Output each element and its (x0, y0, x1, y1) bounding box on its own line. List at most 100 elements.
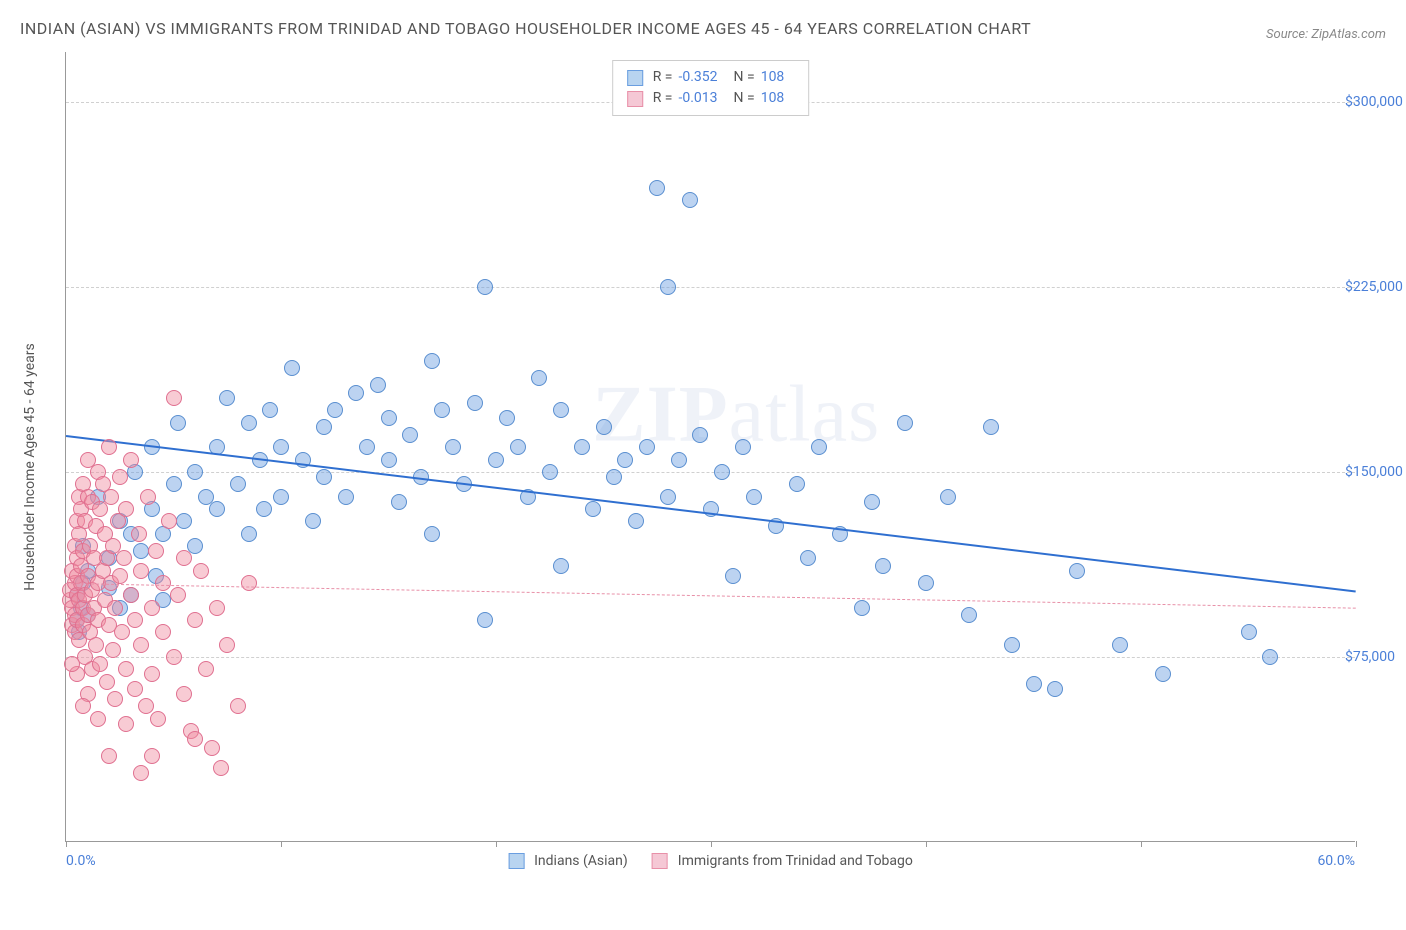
scatter-point (510, 439, 526, 455)
scatter-point (918, 575, 934, 591)
scatter-point (90, 711, 106, 727)
scatter-point (467, 395, 483, 411)
y-tick-label: $75,000 (1345, 649, 1406, 665)
scatter-point (241, 415, 257, 431)
n-value-1: 108 (761, 88, 785, 109)
scatter-point (983, 419, 999, 435)
scatter-point (273, 489, 289, 505)
scatter-point (1047, 681, 1063, 697)
scatter-point (273, 439, 289, 455)
scatter-point (144, 600, 160, 616)
scatter-point (219, 390, 235, 406)
legend-label-0: Indians (Asian) (534, 853, 628, 869)
scatter-point (107, 691, 123, 707)
scatter-point (262, 402, 278, 418)
scatter-point (746, 489, 762, 505)
scatter-point (660, 489, 676, 505)
x-tick (1356, 841, 1357, 847)
r-label: R = (653, 67, 673, 88)
scatter-point (725, 568, 741, 584)
source-attribution: Source: ZipAtlas.com (1266, 27, 1386, 42)
scatter-point (316, 469, 332, 485)
scatter-point (204, 740, 220, 756)
series-legend: Indians (Asian) Immigrants from Trinidad… (508, 853, 913, 869)
scatter-point (596, 419, 612, 435)
gridline (66, 287, 1355, 288)
scatter-point (1155, 666, 1171, 682)
scatter-point (187, 731, 203, 747)
scatter-point (118, 716, 134, 732)
scatter-point (230, 698, 246, 714)
scatter-point (961, 607, 977, 623)
scatter-point (213, 760, 229, 776)
x-tick (496, 841, 497, 847)
scatter-point (628, 513, 644, 529)
scatter-point (123, 587, 139, 603)
x-tick (926, 841, 927, 847)
scatter-point (499, 410, 515, 426)
watermark-part2: atlas (729, 371, 881, 459)
legend-row-series-0: R = -0.352 N = 108 (627, 67, 795, 88)
scatter-point (133, 563, 149, 579)
legend-item-0: Indians (Asian) (508, 853, 628, 869)
x-tick (281, 841, 282, 847)
scatter-point (348, 385, 364, 401)
scatter-point (875, 558, 891, 574)
scatter-point (316, 419, 332, 435)
scatter-point (338, 489, 354, 505)
scatter-point (370, 377, 386, 393)
n-value-0: 108 (761, 67, 785, 88)
y-tick-label: $300,000 (1345, 94, 1406, 110)
trend-line (66, 583, 1356, 609)
scatter-point (359, 439, 375, 455)
scatter-point (127, 681, 143, 697)
scatter-point (198, 661, 214, 677)
scatter-point (166, 649, 182, 665)
scatter-point (133, 543, 149, 559)
scatter-point (112, 469, 128, 485)
swatch-series-1 (627, 91, 643, 107)
y-tick-label: $225,000 (1345, 279, 1406, 295)
scatter-point (112, 568, 128, 584)
scatter-point (155, 624, 171, 640)
scatter-point (327, 402, 343, 418)
scatter-point (92, 656, 108, 672)
scatter-point (103, 489, 119, 505)
scatter-point (148, 543, 164, 559)
chart-title: INDIAN (ASIAN) VS IMMIGRANTS FROM TRINID… (20, 15, 1031, 42)
scatter-point (209, 600, 225, 616)
scatter-point (477, 612, 493, 628)
scatter-point (166, 476, 182, 492)
scatter-point (187, 464, 203, 480)
scatter-point (118, 501, 134, 517)
x-tick (66, 841, 67, 847)
scatter-point (241, 526, 257, 542)
scatter-point (99, 674, 115, 690)
scatter-point (161, 513, 177, 529)
scatter-point (138, 698, 154, 714)
scatter-point (140, 489, 156, 505)
scatter-point (940, 489, 956, 505)
scatter-point (176, 686, 192, 702)
legend-item-1: Immigrants from Trinidad and Tobago (652, 853, 913, 869)
scatter-point (553, 402, 569, 418)
scatter-point (131, 526, 147, 542)
swatch-series-0 (508, 853, 524, 869)
scatter-point (649, 180, 665, 196)
scatter-point (864, 494, 880, 510)
scatter-point (64, 656, 80, 672)
scatter-point (488, 452, 504, 468)
scatter-point (639, 439, 655, 455)
scatter-point (606, 469, 622, 485)
scatter-point (170, 415, 186, 431)
scatter-point (1069, 563, 1085, 579)
scatter-point (574, 439, 590, 455)
scatter-point (284, 360, 300, 376)
scatter-point (542, 464, 558, 480)
y-tick-label: $150,000 (1345, 464, 1406, 480)
scatter-point (789, 476, 805, 492)
scatter-point (1112, 637, 1128, 653)
scatter-point (133, 765, 149, 781)
scatter-point (127, 612, 143, 628)
scatter-point (531, 370, 547, 386)
